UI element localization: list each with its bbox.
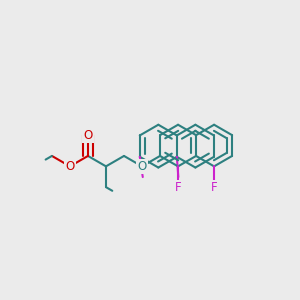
Text: O: O	[83, 129, 93, 142]
Text: F: F	[211, 181, 217, 194]
Text: O: O	[137, 160, 147, 173]
Text: O: O	[65, 160, 75, 173]
Text: F: F	[175, 181, 182, 194]
